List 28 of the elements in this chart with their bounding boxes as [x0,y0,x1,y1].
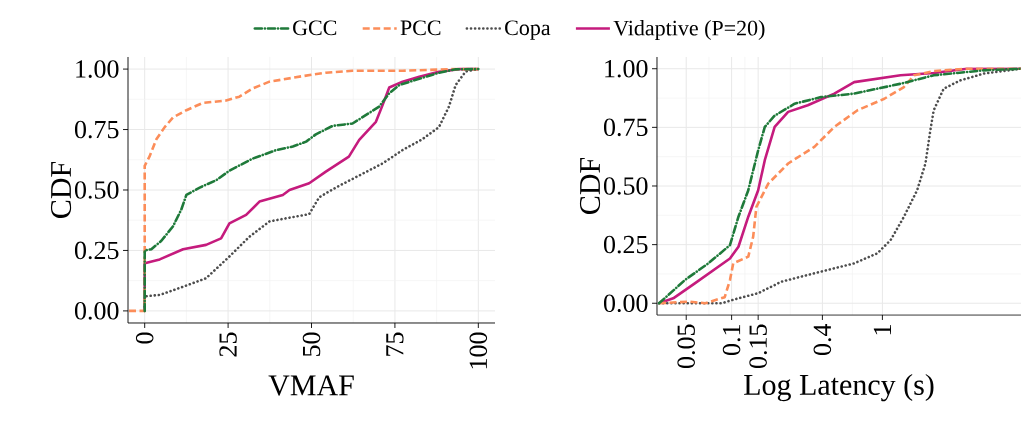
x-tick-label: 75 [386,332,404,356]
legend-label: PCC [400,20,441,36]
x-tick-label: 0.05 [677,324,696,369]
y-tick-label: 1.00 [605,59,648,78]
x-tick-label: 1 [873,325,891,335]
x-axis-title: Log Latency (s) [744,373,934,402]
x-axis-title: VMAF [268,375,354,396]
y-tick-label: 0.00 [74,302,119,320]
y-tick-label: 0.25 [603,235,648,254]
y-tick-label: 0.75 [74,120,119,139]
x-tick-label: 0 [135,332,154,344]
x-tick-label: 100 [469,332,488,369]
y-axis-title: CDF [579,157,601,214]
legend-label: Vidaptive (P=20) [613,20,765,41]
x-tick-label: 25 [219,332,237,357]
legend-label: GCC [293,20,337,36]
y-tick-label: 0.50 [603,177,648,195]
y-tick-label: 0.25 [74,241,119,260]
y-axis-title: CDF [50,161,72,218]
y-tick-label: 1.00 [76,60,119,78]
x-tick-label: 50 [302,332,321,357]
y-tick-label: 0.50 [74,181,119,199]
x-tick-label: 0.4 [813,323,832,356]
x-tick-label: 0.15 [749,324,767,369]
x-tick-label: 0.1 [722,325,741,356]
legend-label: Copa [505,20,551,40]
y-tick-label: 0.00 [603,294,648,313]
y-tick-label: 0.75 [603,118,648,137]
